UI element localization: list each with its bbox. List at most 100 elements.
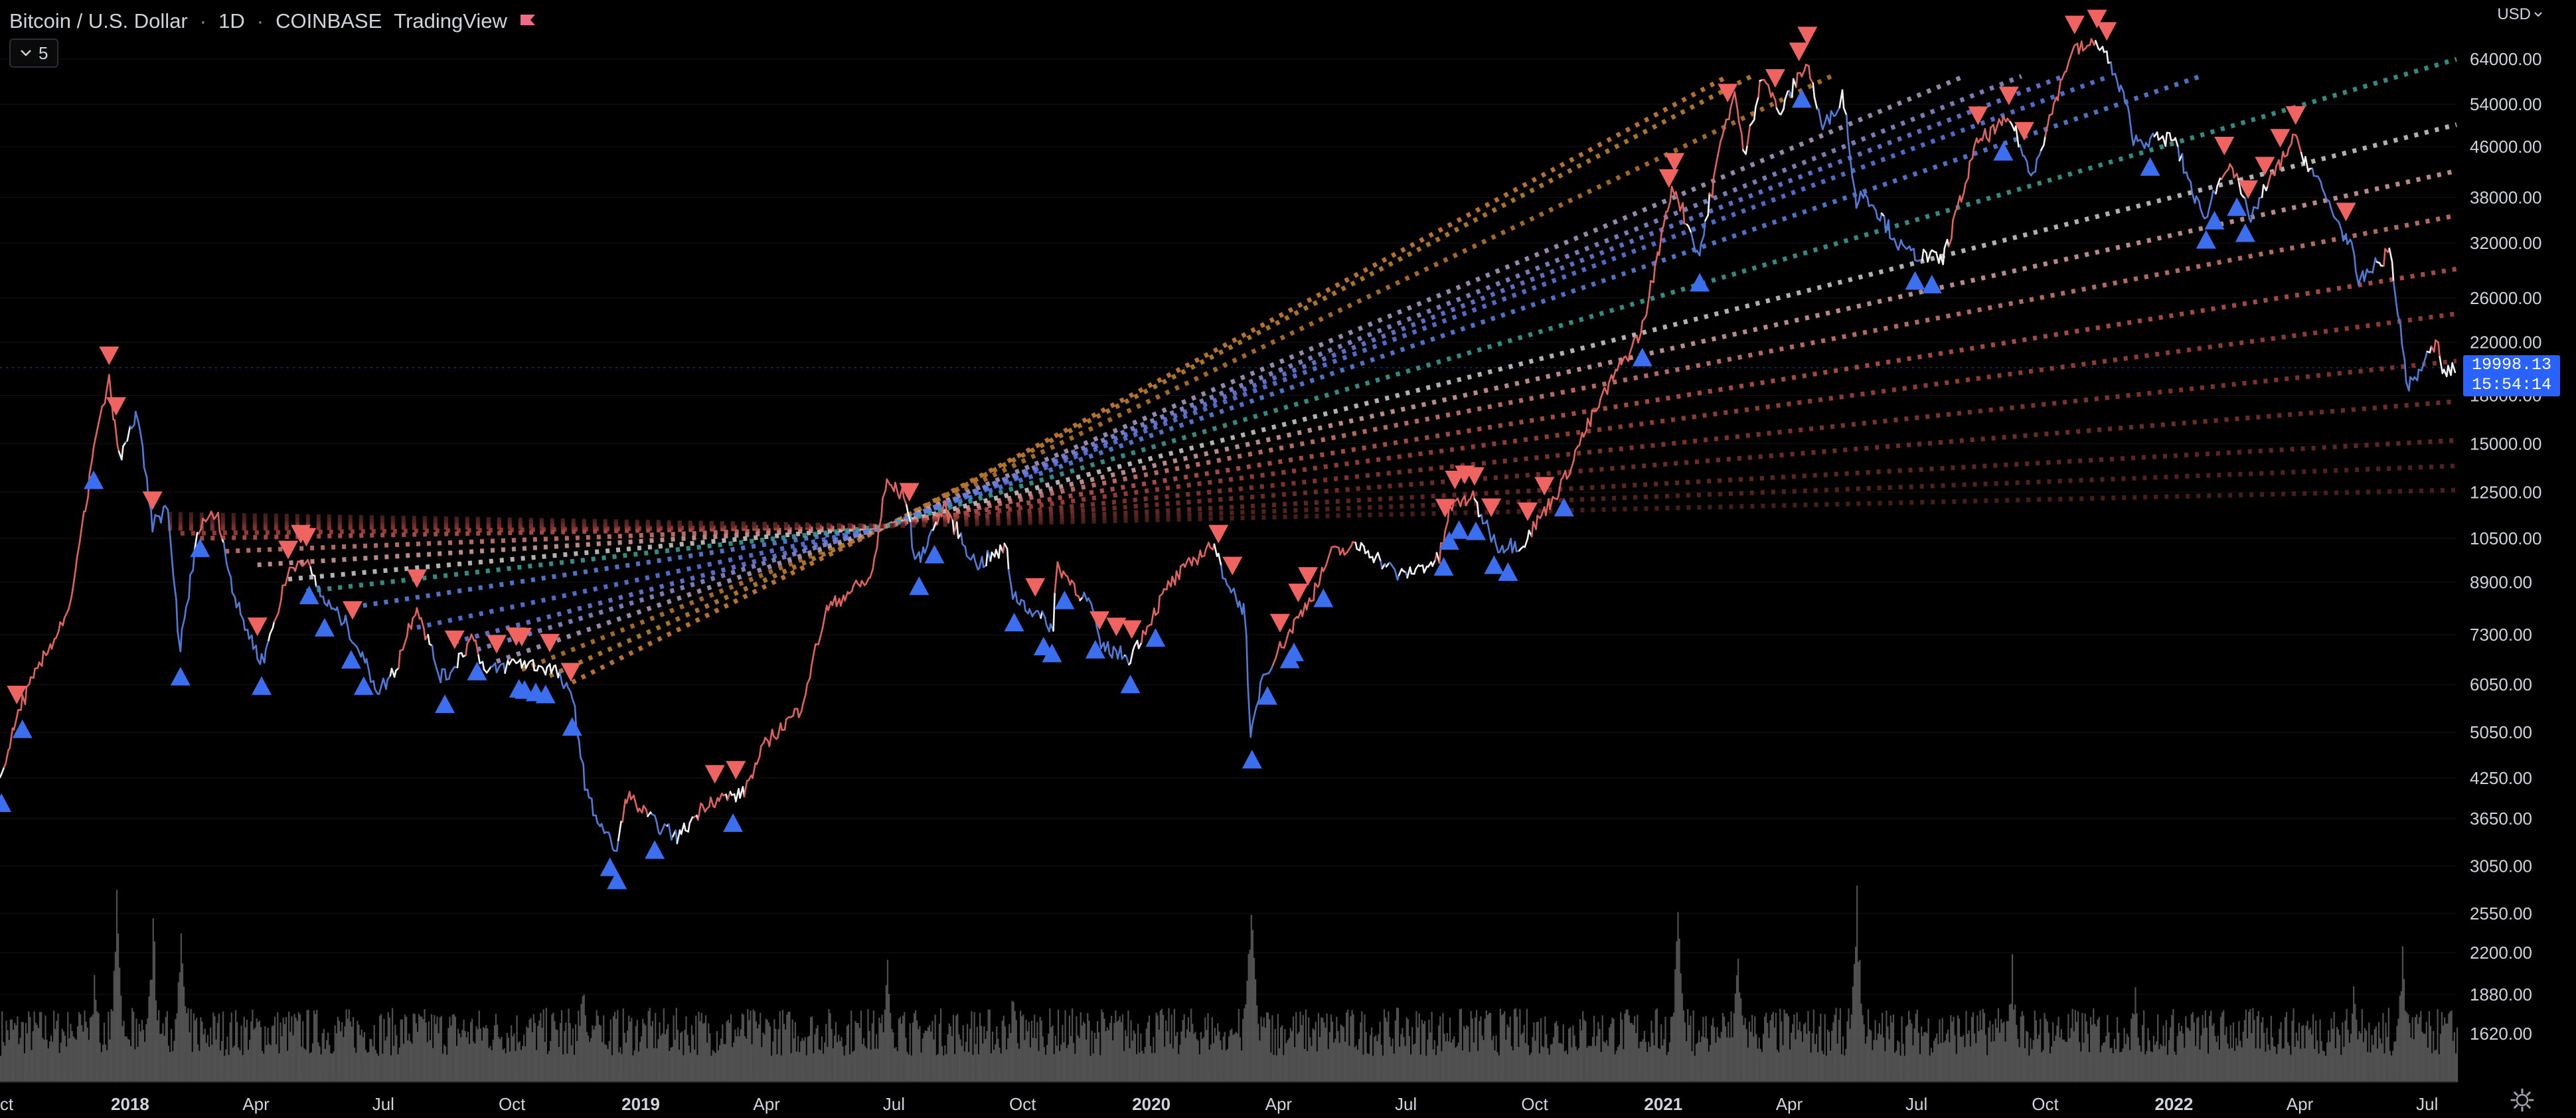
price-segment [989,551,993,562]
buy-signal-marker [562,717,582,736]
buy-signal-marker [515,680,535,699]
volume-bar [1419,1054,1421,1082]
volume-bar [2223,1010,2225,1082]
volume-bar [704,1015,707,1082]
volume-bar [766,1020,768,1082]
price-segment [2317,175,2322,183]
price-axis[interactable]: 64000.0054000.0046000.0038000.0032000.00… [2470,49,2541,1044]
volume-bar [1052,1025,1054,1082]
volume-bar [1137,1024,1139,1082]
time-axis-label: Apr [2287,1094,2314,1114]
gear-icon[interactable] [2510,1087,2535,1113]
volume-bar [1860,1003,1862,1082]
volume-bar [934,1014,936,1082]
volume-bar [2118,1032,2120,1082]
volume-bar [233,1046,236,1082]
price-segment [1972,137,1978,149]
volume-bar [471,1018,473,1082]
volume-bar [1024,1040,1026,1082]
volume-bar [1263,1017,1265,1082]
volume-bar [316,1009,318,1082]
volume-bar [1388,1011,1390,1082]
price-segment [1098,637,1102,649]
volume-bar [425,1022,427,1082]
price-segment [688,816,694,825]
volume-bar [663,1008,665,1082]
volume-bar [1336,1016,1338,1082]
volume-bar [720,1038,722,1082]
price-segment [416,607,421,620]
volume-bar [2003,1021,2005,1082]
price-segment [876,530,880,548]
volume-bar [1315,1022,1317,1082]
volume-bar [1144,1047,1146,1082]
volume-bar [2204,1010,2206,1082]
price-segment [920,546,924,563]
volume-bar [1198,1054,1200,1082]
volume-bar [2099,1052,2101,1082]
price-segment [1165,580,1169,591]
indicators-collapse-button[interactable]: 5 [9,39,59,68]
volume-bar [1708,1051,1710,1082]
price-segment [726,791,732,801]
volume-bar [1696,1042,1699,1082]
volume-bar [805,1055,807,1082]
volume-bar [1698,1030,1700,1082]
volume-bar [1541,1046,1544,1082]
volume-bar [1179,1044,1181,1082]
volume-bar [603,1015,605,1082]
volume-bar [228,1054,230,1082]
price-segment [1367,550,1371,559]
volume-bar [999,1047,1001,1082]
volume-bar [1947,1029,1949,1082]
volume-bar [338,1020,341,1082]
volume-bar [2385,1022,2387,1082]
volume-bar [968,1052,970,1082]
volume-bar [2084,1013,2086,1082]
volume-bar [474,1043,476,1082]
price-segment [1947,237,1953,248]
volume-bar [2186,1027,2188,1082]
volume-bar [2389,1050,2391,1082]
price-segment [743,779,748,797]
volume-bar [2198,1016,2200,1082]
volume-bar [169,1052,171,1082]
volume-bar [554,1020,556,1082]
volume-bar [1327,1049,1329,1082]
volume-bar [1072,1008,1074,1082]
price-segment [2273,165,2277,177]
volume-bar [723,1044,725,1082]
price-segment [80,510,85,533]
price-segment [2057,79,2062,102]
price-segment [1921,248,1925,262]
volume-bar [831,1028,833,1082]
volume-bar [2165,1020,2167,1082]
volume-bar [2350,1034,2352,1082]
volume-bar [2421,1032,2423,1082]
price-segment [2392,280,2397,305]
price-segment [827,601,832,611]
volume-bar [1624,1013,1626,1082]
volume-bar [380,1014,382,1082]
currency-selector[interactable]: USD [2497,5,2543,24]
price-segment [1184,558,1189,568]
symbol-header[interactable]: Bitcoin / U.S. Dollar · 1D · COINBASE Tr… [9,7,536,36]
volume-bar [2013,1009,2015,1082]
volume-bar [2105,1036,2107,1082]
volume-bar [1130,1020,1132,1082]
price-axis-label: 8900.00 [2470,572,2532,592]
volume-bar [185,1006,187,1082]
volume-bar [450,1025,452,1082]
volume-bar [866,1048,868,1082]
volume-bar [2210,1010,2212,1082]
volume-bar [461,1030,463,1082]
volume-bar [1949,1042,1951,1082]
price-segment [1463,495,1467,507]
volume-bar [579,1026,581,1082]
volume-bar [1455,1048,1457,1082]
time-axis[interactable]: ct 2018 Apr Jul Oct 2019 Apr Jul Oct 2020 Apr Jul Oc… [0,1081,2456,1114]
volume-bar [1216,1035,1218,1082]
red-flag-icon[interactable] [519,13,536,29]
price-segment [1598,398,1601,408]
